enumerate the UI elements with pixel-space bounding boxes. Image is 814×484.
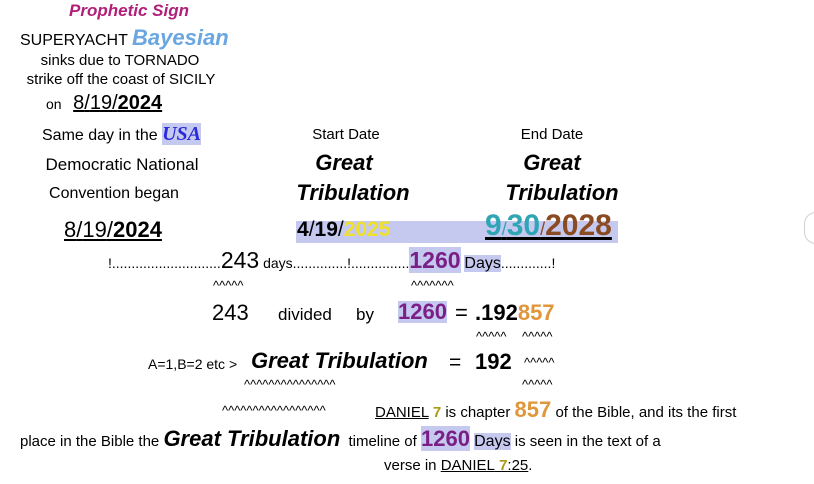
of-bible-text: of the Bible, and its the first (555, 404, 737, 421)
place-text: place in the Bible the (20, 433, 160, 450)
superyacht-line: SUPERYACHT Bayesian (20, 27, 229, 49)
closing-days: Days (474, 433, 511, 450)
date-band-highlight (296, 221, 618, 243)
daniel-word: DANIEL (440, 457, 495, 474)
by-word: by (356, 305, 374, 324)
closing-line: place in the Bible the Great Tribulation… (20, 426, 661, 451)
dots-start: !............................ (108, 255, 221, 271)
days-243: 243 (220, 247, 260, 273)
is-chapter-text: is chapter (445, 404, 511, 421)
days-1260: 1260 (409, 247, 461, 273)
daniel-line: DANIEL 7 is chapter 857 of the Bible, an… (375, 399, 736, 421)
divided-word: divided (278, 305, 332, 324)
carets-gematria-right2: ^^^^^ (522, 377, 553, 392)
convention-line: Convention began (49, 185, 179, 202)
date-year: 2028 (545, 209, 612, 242)
division-243: 243 (212, 300, 249, 325)
division-equals: = (455, 300, 468, 325)
result-192: .192 (475, 300, 518, 325)
on-text: on (46, 96, 62, 112)
date-sep: / (540, 219, 546, 239)
scroll-edge-handle[interactable] (804, 212, 814, 244)
end-tribulation: Tribulation (505, 180, 619, 205)
date-month: 9 (485, 209, 502, 242)
dots-middle: ..............!............... (292, 255, 410, 271)
end-date: 9/30/2028 (485, 211, 612, 241)
democratic-line: Democratic National (45, 155, 199, 174)
daniel-7: 7 (499, 457, 508, 474)
date-year: 2024 (117, 92, 163, 114)
gematria-equals: = (449, 351, 462, 374)
start-date: 4/19/2025 (297, 219, 390, 240)
start-great: Great (315, 150, 373, 175)
division-1260: 1260 (398, 299, 447, 324)
carets-857: ^^^^^ (522, 329, 553, 344)
closing-phrase: Great Tribulation (163, 426, 341, 451)
date-sep: / (106, 217, 113, 242)
date-sep: / (76, 217, 83, 242)
timeline-text: timeline of (348, 433, 417, 450)
date-year: 2025 (343, 218, 391, 241)
verse-ref: :25 (507, 457, 529, 474)
carets-1260: ^^^^^^^ (411, 278, 454, 293)
daniel-ref: DANIEL 7:25 (441, 457, 529, 474)
date-sep: / (501, 219, 507, 239)
strike-line: strike off the coast of SICILY (26, 71, 216, 88)
sinks-line: sinks due to TORNADO (40, 52, 200, 69)
date-day: 30 (506, 209, 541, 242)
date-day: 19 (314, 218, 338, 241)
carets-gematria-right: ^^^^^ (524, 355, 555, 370)
superyacht-text: SUPERYACHT (20, 32, 128, 49)
period: . (528, 457, 533, 474)
gematria-prefix: A=1,B=2 etc > (148, 356, 238, 372)
carets-243: ^^^^^ (213, 278, 244, 293)
dots-end: .............! (500, 255, 556, 271)
verse-line: verse in DANIEL 7:25. (384, 458, 532, 473)
date-month: 4 (297, 218, 309, 241)
carets-gematria-under: ^^^^^^^^^^^^^^^ (244, 377, 336, 392)
gematria-phrase: Great Tribulation (251, 348, 428, 373)
end-date-label: End Date (520, 126, 584, 143)
same-day-line: Same day in the USA (42, 123, 201, 145)
closing-1260: 1260 (421, 426, 470, 451)
carets-192: ^^^^^ (476, 329, 507, 344)
date-sep: / (112, 92, 118, 114)
usa-text: USA (162, 123, 201, 145)
date-day: 19 (82, 217, 107, 242)
end-great: Great (523, 150, 581, 175)
date-sep: / (308, 218, 315, 241)
prophetic-sign-title: Prophetic Sign (69, 1, 189, 20)
chapter-857: 857 (514, 397, 552, 422)
dnc-date: 8/19/2024 (64, 219, 162, 241)
yacht-date-line: on 8/19/2024 (46, 93, 162, 113)
date-sep: / (337, 218, 344, 241)
yacht-date: 8/19/2024 (73, 92, 162, 114)
date-year: 2024 (112, 217, 162, 242)
daniel-7: 7 (432, 404, 442, 421)
gematria-192: 192 (475, 349, 512, 374)
carets-daniel-left: ^^^^^^^^^^^^^^^^^ (222, 403, 326, 418)
verse-in-text: verse in (384, 457, 437, 474)
days-line: !............................243 days...… (108, 247, 556, 273)
date-sep: / (84, 92, 90, 114)
start-tribulation: Tribulation (296, 180, 410, 205)
bayesian-name: Bayesian (132, 25, 229, 50)
date-month: 8 (64, 217, 77, 242)
date-month: 8 (73, 92, 85, 114)
result-857: 857 (517, 300, 555, 325)
start-date-label: Start Date (312, 126, 380, 143)
same-day-text: Same day in the (42, 127, 158, 144)
days-word: days (263, 255, 293, 271)
daniel-word: DANIEL (375, 404, 429, 421)
seen-text: is seen in the text of a (514, 433, 661, 450)
days-word: Days (464, 255, 501, 272)
date-day: 19 (89, 92, 113, 114)
division-result: .192857 (475, 302, 555, 324)
